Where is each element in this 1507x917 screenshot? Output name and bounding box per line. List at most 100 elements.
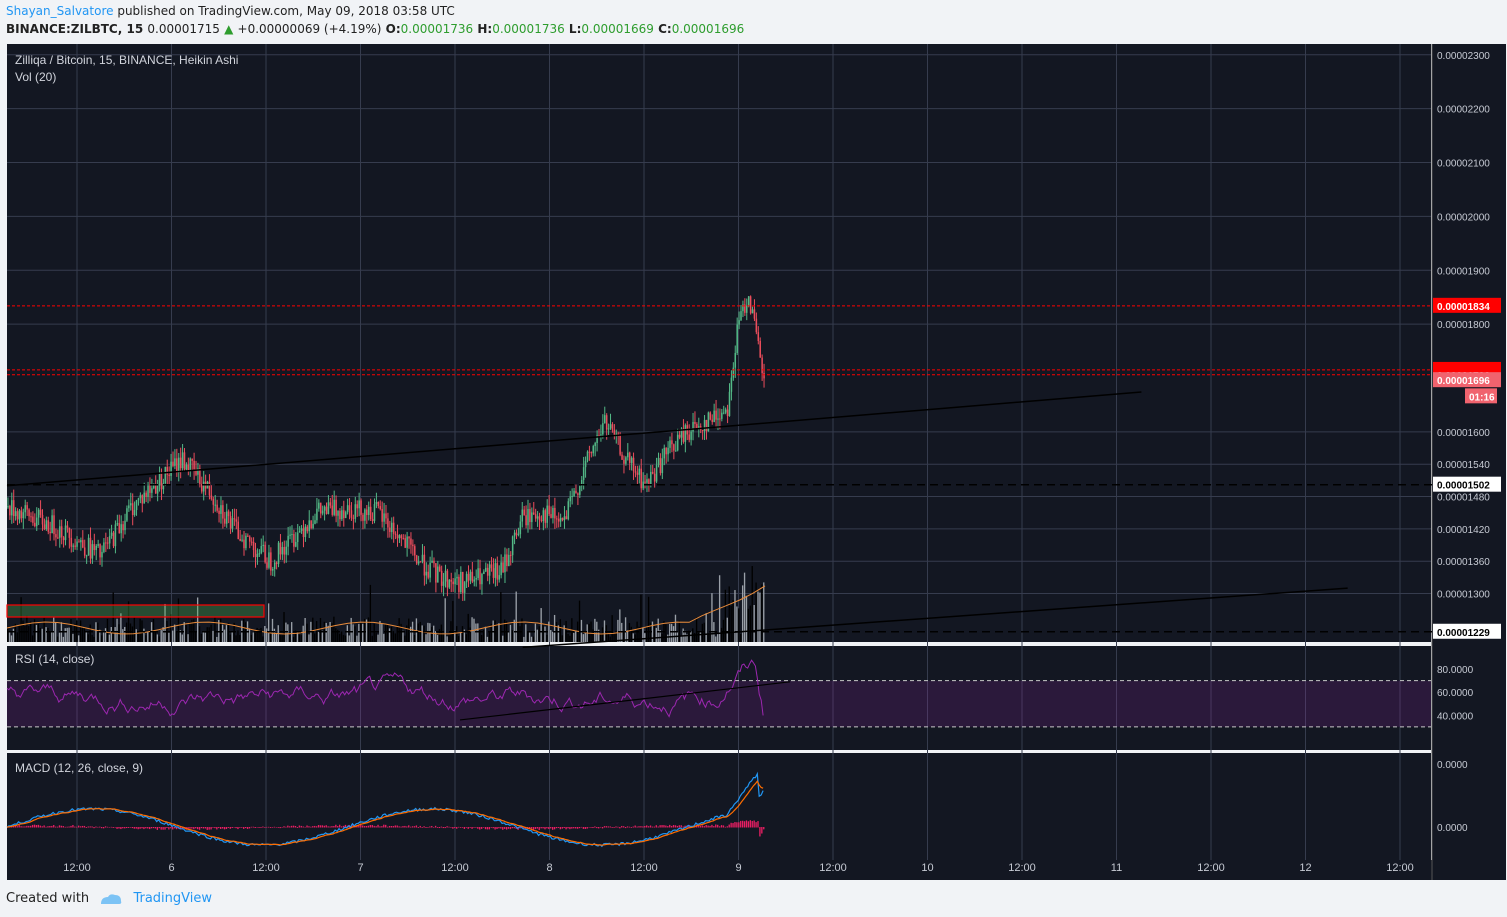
macd-histogram-bar: [383, 824, 385, 828]
volume-bar: [613, 633, 615, 642]
candle-body: [715, 410, 717, 420]
candle-body: [703, 419, 706, 431]
candle-body: [726, 409, 729, 417]
candle-body: [341, 510, 343, 520]
candle-body: [47, 520, 50, 532]
volume-bar: [26, 615, 28, 642]
volume-bar: [24, 625, 26, 642]
macd-histogram-bar: [371, 825, 373, 828]
macd-histogram-bar: [54, 826, 57, 828]
candle-body: [85, 555, 88, 557]
volume-bar: [732, 600, 734, 642]
x-tick-label: 12:00: [1008, 862, 1036, 874]
candle-body: [97, 544, 99, 546]
volume-bar: [196, 597, 199, 642]
candle-body: [496, 563, 499, 580]
candle-body: [661, 458, 664, 474]
volume-bar: [170, 614, 172, 642]
y-tick-label: 0.00001420: [1437, 525, 1490, 536]
y-tick-label: 0.00002100: [1437, 159, 1490, 170]
candle-body: [419, 561, 422, 563]
price-label-box: [1433, 476, 1501, 492]
volume-bar: [79, 620, 82, 642]
macd-histogram-bar: [369, 825, 372, 828]
x-tick-label: 12:00: [252, 862, 280, 874]
macd-histogram-bar: [509, 827, 512, 830]
candle-body: [287, 535, 289, 547]
macd-histogram-bar: [235, 827, 237, 829]
volume-bar: [711, 593, 713, 642]
macd-histogram-bar: [110, 826, 112, 828]
macd-histogram-bar: [202, 827, 205, 829]
macd-histogram-bar: [717, 824, 719, 828]
macd-histogram-bar: [749, 820, 751, 828]
volume-bar: [243, 619, 245, 642]
macd-histogram-bar: [377, 824, 379, 828]
candle-body: [454, 578, 456, 585]
candle-body: [721, 412, 723, 419]
macd-histogram-bar: [51, 825, 53, 828]
macd-histogram-bar: [258, 827, 260, 828]
volume-bar: [338, 633, 341, 642]
chart-area[interactable]: 12:00 6 12:00 7 12:00 8 12:00 9 12:00 10 12:00 11 12…: [0, 42, 1507, 882]
volume-bar: [740, 634, 742, 642]
volume-bar: [68, 627, 70, 642]
macd-histogram-bar: [477, 827, 479, 829]
candle-body: [417, 561, 420, 564]
volume-bar: [502, 635, 504, 642]
volume-bar: [688, 630, 690, 642]
volume-bar: [659, 629, 661, 642]
volume-bar: [164, 603, 166, 642]
volume-bar: [221, 624, 224, 642]
candle-body: [759, 340, 761, 358]
macd-histogram-bar: [342, 825, 345, 828]
macd-histogram-bar: [168, 827, 170, 830]
candle-body: [170, 461, 172, 476]
volume-bar: [642, 627, 644, 642]
volume-bar: [542, 625, 544, 642]
macd-histogram-bar: [471, 827, 473, 829]
macd-histogram-bar: [411, 826, 414, 828]
volume-bar: [479, 630, 481, 642]
macd-histogram-bar: [753, 820, 755, 828]
candle-body: [128, 505, 130, 509]
candle-body: [500, 562, 502, 576]
volume-bar: [8, 632, 11, 642]
candle-body: [133, 510, 136, 516]
macd-histogram-bar: [204, 827, 206, 829]
macd-histogram-bar: [18, 824, 20, 828]
macd-histogram-bar: [210, 827, 212, 830]
macd-histogram-bar: [646, 825, 648, 828]
candle-body: [53, 515, 55, 535]
candle-body: [458, 576, 460, 593]
macd-histogram-bar: [479, 827, 481, 830]
volume-bar: [214, 617, 216, 642]
macd-histogram-bar: [252, 826, 254, 828]
candle-body: [293, 534, 295, 547]
candle-body: [642, 481, 644, 489]
tradingview-link[interactable]: TradingView: [133, 891, 212, 906]
volume-bar: [465, 634, 467, 642]
author-link[interactable]: Shayan_Salvatore: [6, 4, 114, 18]
volume-bar: [599, 634, 602, 642]
macd-histogram-bar: [246, 827, 249, 829]
candle-body: [201, 484, 203, 492]
candle-body: [266, 562, 268, 568]
macd-histogram-bar: [216, 827, 218, 830]
macd-histogram-bar: [22, 826, 24, 828]
macd-histogram-bar: [624, 827, 627, 829]
candle-body: [573, 490, 575, 497]
macd-histogram-bar: [76, 826, 78, 828]
candle-body: [667, 447, 669, 455]
macd-histogram-bar: [594, 826, 596, 828]
macd-histogram-bar: [172, 827, 174, 830]
volume-bar: [102, 630, 105, 642]
macd-histogram-bar: [709, 825, 711, 828]
candle-body: [534, 514, 537, 519]
volume-bar: [58, 632, 61, 642]
candle-body: [519, 521, 522, 535]
candle-body: [408, 536, 410, 539]
candle-body: [68, 527, 71, 538]
volume-bar: [467, 613, 469, 642]
volume-bar: [191, 619, 193, 642]
